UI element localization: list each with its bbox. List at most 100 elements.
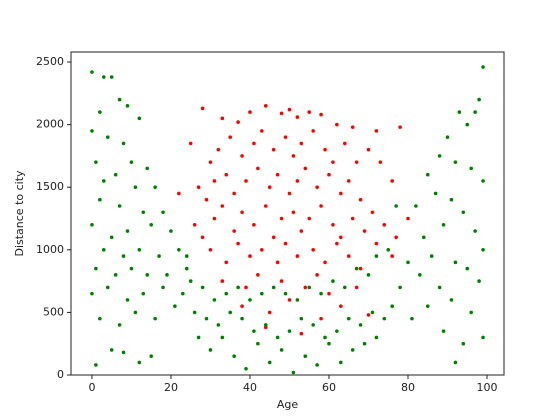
point xyxy=(453,260,458,265)
point xyxy=(327,172,331,177)
point xyxy=(481,248,485,252)
point xyxy=(425,172,430,177)
point xyxy=(196,335,201,340)
point xyxy=(299,141,304,146)
point xyxy=(390,254,394,258)
point xyxy=(188,141,193,146)
point xyxy=(220,116,225,121)
point xyxy=(461,341,466,346)
point xyxy=(121,254,126,258)
point xyxy=(98,197,102,202)
point xyxy=(350,216,355,221)
point xyxy=(263,325,268,330)
point xyxy=(358,266,363,271)
point xyxy=(339,360,343,365)
point xyxy=(374,254,379,258)
point xyxy=(117,97,122,102)
point xyxy=(145,273,150,277)
point xyxy=(418,273,422,277)
point xyxy=(283,241,288,246)
point xyxy=(374,241,379,246)
point xyxy=(248,110,252,114)
point xyxy=(275,260,280,265)
point xyxy=(220,204,225,208)
point xyxy=(331,160,335,164)
y-tick-label: 2000 xyxy=(36,118,64,131)
point xyxy=(200,106,205,111)
point xyxy=(315,273,319,277)
point xyxy=(101,179,106,183)
point xyxy=(477,97,481,102)
y-tick-label: 500 xyxy=(43,305,64,318)
point xyxy=(125,104,130,108)
point xyxy=(437,154,442,158)
point xyxy=(481,335,485,340)
point xyxy=(240,154,244,158)
point xyxy=(299,229,304,233)
point xyxy=(279,348,284,352)
point xyxy=(153,185,157,190)
point xyxy=(252,222,256,227)
point xyxy=(101,248,106,252)
point xyxy=(303,285,308,290)
point xyxy=(200,235,205,240)
point xyxy=(323,147,327,152)
point xyxy=(481,179,485,183)
y-tick-label: 1000 xyxy=(36,243,64,256)
point xyxy=(137,116,142,121)
point xyxy=(129,266,134,271)
point xyxy=(90,129,94,133)
point xyxy=(342,285,347,290)
point xyxy=(267,310,272,315)
point xyxy=(465,266,470,271)
point xyxy=(149,222,153,227)
point xyxy=(137,248,142,252)
point xyxy=(90,222,94,227)
point xyxy=(331,279,335,283)
point xyxy=(299,331,304,336)
point xyxy=(346,254,351,258)
point xyxy=(212,179,217,183)
x-tick-label: 0 xyxy=(88,381,95,394)
point xyxy=(477,279,481,283)
point xyxy=(279,279,284,283)
point xyxy=(291,370,296,375)
point xyxy=(315,185,319,190)
point xyxy=(339,235,343,240)
point xyxy=(260,129,264,133)
point xyxy=(109,235,114,240)
point xyxy=(350,125,355,129)
point xyxy=(177,191,181,196)
point xyxy=(279,111,284,116)
point xyxy=(105,135,110,139)
point xyxy=(236,120,240,124)
point xyxy=(271,285,276,290)
point xyxy=(101,75,106,79)
point xyxy=(354,266,359,271)
point xyxy=(228,135,233,139)
point xyxy=(319,316,323,321)
point xyxy=(98,110,102,114)
x-tick-label: 80 xyxy=(401,381,415,394)
point xyxy=(208,160,213,164)
point xyxy=(125,229,130,233)
point xyxy=(346,316,351,321)
point xyxy=(212,216,217,221)
point xyxy=(386,248,391,252)
point xyxy=(184,266,189,271)
point xyxy=(303,354,308,359)
point xyxy=(153,316,157,321)
point xyxy=(453,360,458,365)
point xyxy=(366,273,371,277)
point xyxy=(161,285,165,290)
point xyxy=(311,323,315,327)
point xyxy=(220,335,225,340)
point xyxy=(429,254,434,258)
point xyxy=(224,291,229,296)
point xyxy=(441,222,446,227)
point xyxy=(370,210,375,215)
point xyxy=(311,248,315,252)
plot-frame xyxy=(70,51,505,376)
point xyxy=(240,316,244,321)
